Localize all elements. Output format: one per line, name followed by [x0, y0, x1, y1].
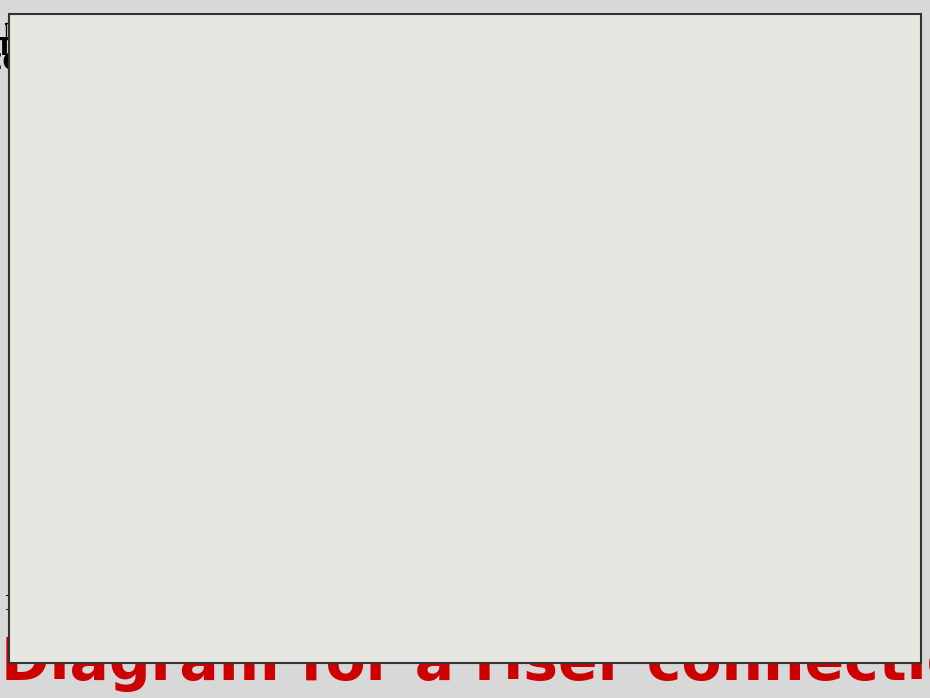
Text: 18": 18"	[521, 456, 532, 461]
Text: A: A	[73, 567, 83, 581]
Text: (1)  ALL PIPES AND FITTINGS SHALL BE EXTRA STRENGTH FULL DIAMETER VITRIFIED CLAY: (1) ALL PIPES AND FITTINGS SHALL BE EXTR…	[308, 376, 590, 380]
Text: SQUARE: SQUARE	[435, 329, 486, 339]
Text: 24": 24"	[574, 456, 584, 461]
Text: 6": 6"	[559, 440, 566, 445]
Text: d: d	[560, 424, 565, 433]
Text: DATE: DATE	[267, 588, 289, 597]
Text: L.T.: L.T.	[175, 537, 185, 542]
Text: TOP OF
CRADLE: TOP OF CRADLE	[29, 487, 59, 507]
Text: (5)  CONCRETE IS TO BE CLASS 40. REBARS-GRADE 60.: (5) CONCRETE IS TO BE CLASS 40. REBARS-G…	[308, 451, 481, 456]
Text: IN GENERAL 10'-8" IS REQUIRED. HOWEVER, IF: IN GENERAL 10'-8" IS REQUIRED. HOWEVER, …	[92, 84, 219, 89]
Text: b: b	[623, 252, 630, 262]
Text: STANDARD FOR RISER ON PRECAST REINFORCED: STANDARD FOR RISER ON PRECAST REINFORCED	[0, 36, 664, 60]
Circle shape	[518, 213, 599, 300]
Text: 8": 8"	[559, 456, 566, 461]
Text: D: D	[543, 424, 550, 433]
Text: 2": 2"	[390, 246, 397, 251]
Text: A: A	[73, 307, 83, 320]
Text: NOTES:: NOTES:	[308, 357, 349, 367]
Text: a: a	[577, 424, 581, 433]
Text: (3)  APPROVED CONSTRUCTION JOINTS ARE REQUIRED BETWEEN ANY SUCCESSIVE POURS.: (3) APPROVED CONSTRUCTION JOINTS ARE REQ…	[308, 421, 592, 426]
Text: CIRCULAR: CIRCULAR	[527, 329, 590, 339]
Text: CITY  OF  NEW  YORK: CITY OF NEW YORK	[253, 22, 389, 36]
Text: BE BUILT TO A HIGHER ELEVATION OR AS REQUIRED.: BE BUILT TO A HIGHER ELEVATION OR AS REQ…	[92, 94, 235, 98]
Text: a: a	[458, 177, 464, 187]
Text: FINAL GRADE: FINAL GRADE	[95, 69, 152, 78]
Text: SECTION VIEW: SECTION VIEW	[78, 581, 179, 594]
Text: WHEN DEPTH EXCEEDS 12'-0" RISERS ARE REQUIRED: WHEN DEPTH EXCEEDS 12'-0" RISERS ARE REQ…	[24, 137, 30, 277]
Text: CONCRETE PIPE SEWERS ON CONCRETE CRADLE: CONCRETE PIPE SEWERS ON CONCRETE CRADLE	[0, 52, 658, 75]
Text: MAX. LENGTH TO BE PAID FOR AS RISER  MAX. LENGTH OF RISER IS 10'-0": MAX. LENGTH TO BE PAID FOR AS RISER MAX.…	[41, 110, 46, 304]
Text: b: b	[592, 424, 598, 433]
Text: SECTION A-A: SECTION A-A	[273, 446, 363, 459]
Text: RISER PIPE AND FITTINGS REQUIRED SHALL BE INCLUDED IN THE PRICE BID FOR RISERS.: RISER PIPE AND FITTINGS REQUIRED SHALL B…	[308, 406, 598, 410]
Text: 23": 23"	[590, 440, 601, 445]
FancyBboxPatch shape	[7, 23, 35, 38]
Text: 18": 18"	[541, 456, 551, 461]
FancyBboxPatch shape	[259, 175, 377, 384]
Text: D: D	[313, 103, 323, 113]
Text: DATE: DATE	[569, 588, 591, 597]
Text: B: B	[252, 252, 261, 265]
Text: P.E.: P.E.	[171, 588, 186, 597]
Text: L.T.: L.T.	[71, 537, 81, 542]
FancyBboxPatch shape	[405, 196, 517, 318]
Text: 22": 22"	[574, 440, 584, 445]
Text: 25": 25"	[590, 456, 601, 461]
FancyBboxPatch shape	[538, 422, 604, 479]
Text: (4)  USE STANDARD "Y" OR "DOUBLE Y" FITTING AS REQUIRED.: (4) USE STANDARD "Y" OR "DOUBLE Y" FITTI…	[308, 436, 506, 441]
Text: USE APPROVED VITRIFIED CLAY
STOPPERS WHERE REQUIRED: USE APPROVED VITRIFIED CLAY STOPPERS WHE…	[179, 119, 278, 130]
Text: STD. CONC. CRADLE ON EARTH,
ROCK OR PILES FOR CIRCULAR
OR ELLIPTICAL PIPE: STD. CONC. CRADLE ON EARTH, ROCK OR PILE…	[199, 504, 299, 520]
Text: DIRECTOR OF ENGINEERING
DEPARTMENT OF ENVIRONMENTAL PROTECTION: DIRECTOR OF ENGINEERING DEPARTMENT OF EN…	[366, 606, 517, 616]
Text: SECTION B-B: SECTION B-B	[465, 330, 554, 343]
Text: SHAPE OF ENCASEMENT TO BE OPTIONAL: SHAPE OF ENCASEMENT TO BE OPTIONAL	[441, 343, 578, 349]
Text: #4 DOWELS - 2'-0" LONG
EACH CORNER: #4 DOWELS - 2'-0" LONG EACH CORNER	[199, 476, 283, 489]
Text: (2)  THE COST OF ADDITIONAL CONCRETE, STEEL REINFORCEMENT BARS AND VITRIFIED CLA: (2) THE COST OF ADDITIONAL CONCRETE, STE…	[308, 390, 604, 396]
Text: B: B	[374, 252, 383, 265]
Text: DEPARTMENT  OF  ENVIRONMENTAL  PROTECTION: DEPARTMENT OF ENVIRONMENTAL PROTECTION	[175, 28, 467, 41]
Text: Diagram for a riser connection: Diagram for a riser connection	[1, 635, 930, 692]
FancyBboxPatch shape	[420, 213, 501, 300]
Text: P.E.: P.E.	[473, 588, 487, 597]
Text: SE: SE	[611, 23, 631, 38]
Text: 2"
CLEARANCE: 2" CLEARANCE	[446, 306, 482, 316]
Text: b: b	[525, 252, 532, 262]
Text: 8": 8"	[525, 440, 532, 445]
Circle shape	[502, 196, 615, 318]
Text: ASSISTANT COMMISSIONER, DESIGN
DEPARTMENT OF DESIGN AND CONSTRUCTION: ASSISTANT COMMISSIONER, DESIGN DEPARTMEN…	[13, 606, 160, 616]
FancyBboxPatch shape	[606, 23, 635, 38]
Text: 54: 54	[11, 23, 31, 38]
Text: 2" CLEARANCE: 2" CLEARANCE	[628, 213, 671, 218]
Text: GROUND WATER OR ROCK IS PRESENT, THE RISER MAY: GROUND WATER OR ROCK IS PRESENT, THE RIS…	[92, 89, 242, 94]
Text: A RISER MUST BE USED WHEN THE
HOUSE CONNECTION IS 3'-0" OR GREATER: A RISER MUST BE USED WHEN THE HOUSE CONN…	[218, 165, 229, 276]
Text: 8": 8"	[543, 440, 550, 445]
Text: STD. CONC. CRADLE ON EARTH,
ROCK OR PILES FOR CIRCULAR
OR ELLIPTICAL PIPE: STD. CONC. CRADLE ON EARTH, ROCK OR PILE…	[193, 389, 294, 406]
